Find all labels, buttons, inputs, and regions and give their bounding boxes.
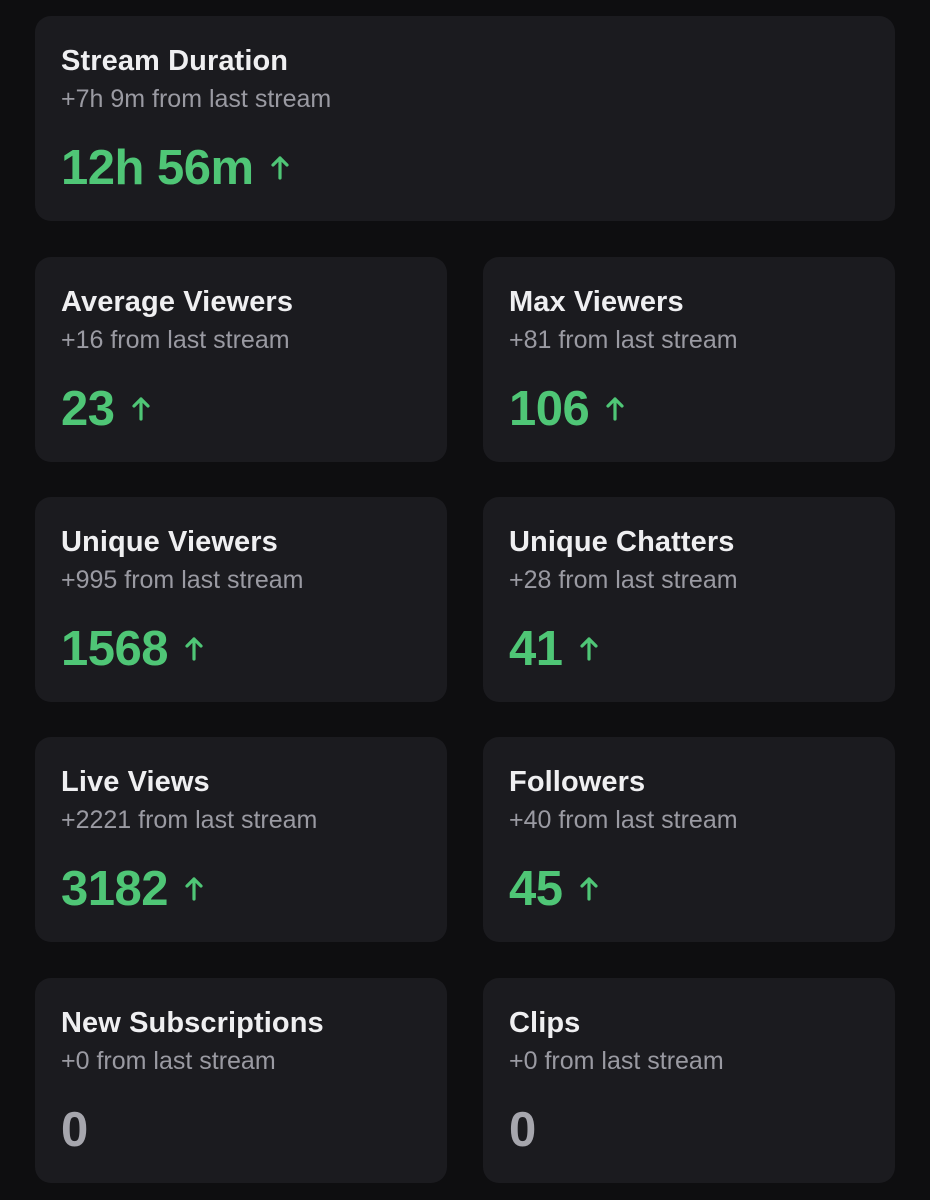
stat-card-max-viewers: Max Viewers +81 from last stream 106 — [483, 257, 895, 462]
stat-value-row: 45 — [509, 861, 869, 917]
stat-title: Live Views — [61, 766, 210, 798]
arrow-up-icon — [605, 396, 625, 422]
stat-card-stream-duration: Stream Duration +7h 9m from last stream … — [35, 16, 895, 221]
stat-value: 1568 — [61, 622, 169, 676]
stat-value-row: 3182 — [61, 861, 421, 917]
stat-value-row: 106 — [509, 381, 869, 437]
stat-card-followers: Followers +40 from last stream 45 — [483, 737, 895, 942]
stat-card-clips: Clips +0 from last stream 0 — [483, 978, 895, 1183]
stat-value: 41 — [509, 622, 563, 676]
stat-title: Followers — [509, 766, 646, 798]
stat-change-text: +0 from last stream — [509, 1047, 724, 1075]
arrow-up-icon — [579, 636, 599, 662]
stat-value: 0 — [61, 1103, 88, 1157]
stat-value-row: 23 — [61, 381, 421, 437]
arrow-up-icon — [184, 876, 204, 902]
stat-value-row: 0 — [509, 1102, 869, 1158]
stat-card-live-views: Live Views +2221 from last stream 3182 — [35, 737, 447, 942]
stat-value: 23 — [61, 382, 115, 436]
stat-change-text: +2221 from last stream — [61, 806, 318, 834]
stat-value: 12h 56m — [61, 141, 254, 195]
stat-value: 106 — [509, 382, 590, 436]
arrow-up-icon — [184, 636, 204, 662]
stat-value-row: 1568 — [61, 621, 421, 677]
stat-card-unique-viewers: Unique Viewers +995 from last stream 156… — [35, 497, 447, 702]
stat-title: New Subscriptions — [61, 1007, 324, 1039]
stat-change-text: +28 from last stream — [509, 566, 738, 594]
stat-value: 0 — [509, 1103, 536, 1157]
stat-change-text: +16 from last stream — [61, 326, 290, 354]
arrow-up-icon — [579, 876, 599, 902]
stat-card-new-subscriptions: New Subscriptions +0 from last stream 0 — [35, 978, 447, 1183]
stat-value-row: 0 — [61, 1102, 421, 1158]
stat-title: Clips — [509, 1007, 581, 1039]
stat-value-row: 41 — [509, 621, 869, 677]
stat-change-text: +7h 9m from last stream — [61, 85, 332, 113]
stat-change-text: +40 from last stream — [509, 806, 738, 834]
stat-value-row: 12h 56m — [61, 140, 869, 196]
stat-value: 45 — [509, 862, 563, 916]
arrow-up-icon — [131, 396, 151, 422]
stat-change-text: +81 from last stream — [509, 326, 738, 354]
stat-title: Unique Chatters — [509, 526, 735, 558]
stat-card-unique-chatters: Unique Chatters +28 from last stream 41 — [483, 497, 895, 702]
stat-title: Max Viewers — [509, 286, 684, 318]
stat-change-text: +995 from last stream — [61, 566, 304, 594]
stat-value: 3182 — [61, 862, 169, 916]
stat-title: Stream Duration — [61, 45, 289, 77]
stat-title: Average Viewers — [61, 286, 294, 318]
arrow-up-icon — [270, 155, 290, 181]
stat-card-average-viewers: Average Viewers +16 from last stream 23 — [35, 257, 447, 462]
stat-title: Unique Viewers — [61, 526, 278, 558]
stat-change-text: +0 from last stream — [61, 1047, 276, 1075]
